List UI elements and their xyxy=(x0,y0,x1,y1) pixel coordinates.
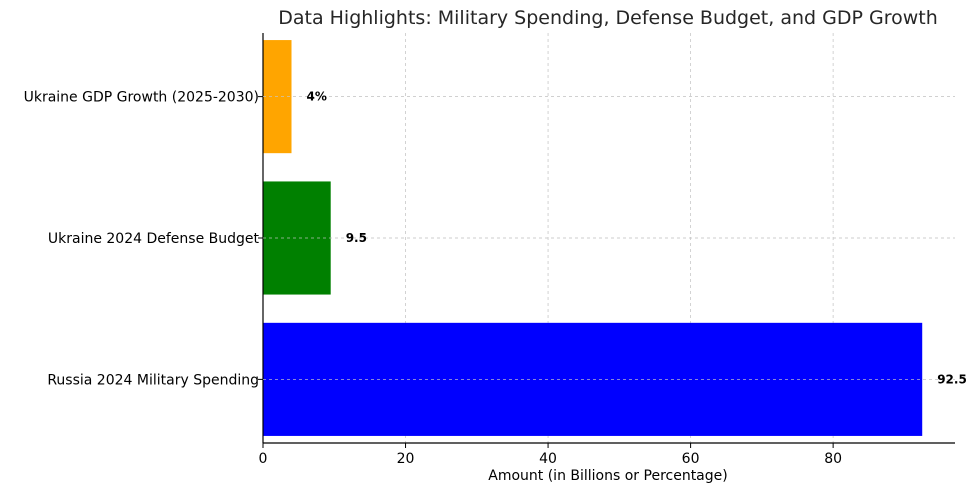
data-label: 9.5 xyxy=(346,231,367,245)
y-tick-label: Ukraine 2024 Defense Budget xyxy=(48,231,260,247)
y-tick-label: Russia 2024 Military Spending xyxy=(47,372,259,388)
data-label: 92.5 xyxy=(937,372,967,386)
x-tick-label: 40 xyxy=(539,451,557,467)
chart-title: Data Highlights: Military Spending, Defe… xyxy=(278,7,938,29)
x-tick-label: 80 xyxy=(824,451,842,467)
x-tick-label: 20 xyxy=(397,451,415,467)
x-tick-label: 0 xyxy=(259,451,268,467)
x-tick-label: 60 xyxy=(682,451,700,467)
labels: 0 20 40 60 80 Russia 2024 Military Spending 92… xyxy=(24,90,967,467)
bar xyxy=(263,181,331,295)
y-tick-label: Ukraine GDP Growth (2025-2030) xyxy=(24,90,259,106)
x-axis-label: Amount (in Billions or Percentage) xyxy=(488,468,727,484)
data-label: 4% xyxy=(307,90,327,104)
